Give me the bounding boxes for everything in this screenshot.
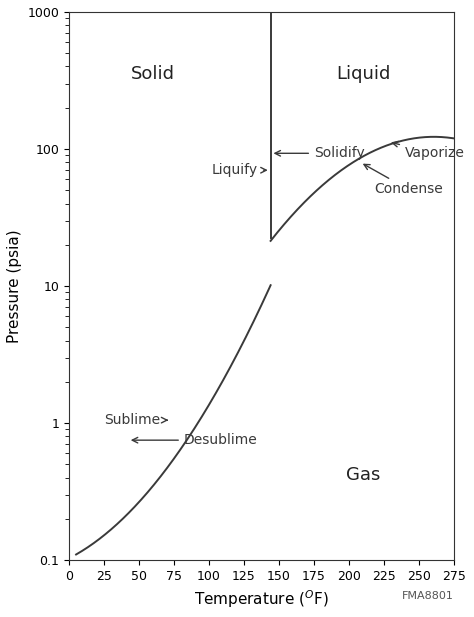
Text: Solid: Solid [131,65,175,83]
Y-axis label: Pressure (psia): Pressure (psia) [7,229,22,343]
Text: Desublime: Desublime [132,433,257,447]
Text: Vaporize: Vaporize [392,141,465,160]
Text: Condense: Condense [364,164,443,196]
X-axis label: Temperature ($^O$F): Temperature ($^O$F) [194,589,329,610]
Text: Sublime: Sublime [104,413,167,427]
Text: FMA8801: FMA8801 [402,591,454,601]
Text: Liquify: Liquify [212,164,266,177]
Text: Solidify: Solidify [275,146,365,160]
Text: Gas: Gas [346,466,380,484]
Text: Liquid: Liquid [336,65,390,83]
